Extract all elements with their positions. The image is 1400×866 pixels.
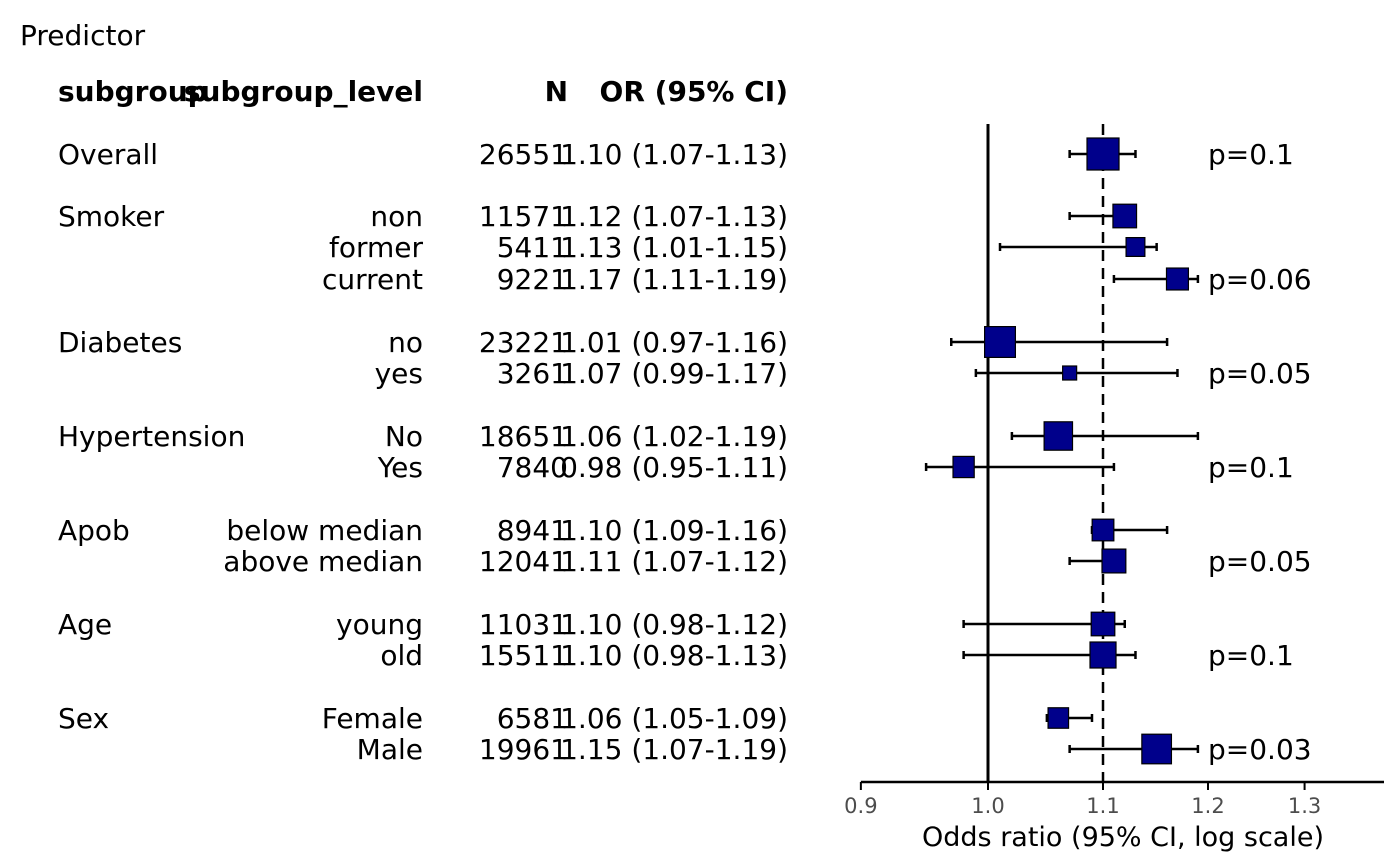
or-ci-value: 1.10 (1.07-1.13) — [560, 138, 788, 171]
n-value: 23221 — [479, 326, 568, 359]
x-tick-label: 1.2 — [1191, 794, 1224, 818]
subgroup-level-label: below median — [226, 514, 423, 547]
or-marker — [1086, 137, 1120, 171]
n-value: 11571 — [479, 200, 568, 233]
p-value-label: p=0.05 — [1208, 357, 1312, 390]
p-value-label: p=0.06 — [1208, 263, 1312, 296]
or-marker — [1141, 733, 1173, 765]
n-value: 6581 — [497, 702, 568, 735]
subgroup-level-label: young — [336, 608, 423, 641]
n-value: 19961 — [479, 733, 568, 766]
or-ci-value: 1.10 (0.98-1.13) — [560, 639, 788, 672]
subgroup-level-label: former — [329, 231, 424, 264]
or-marker — [1165, 267, 1190, 291]
n-value: 3261 — [497, 357, 568, 390]
subgroup-label: Overall — [58, 138, 158, 171]
x-tick-label: 1.1 — [1086, 794, 1119, 818]
x-tick-label: 1.3 — [1288, 794, 1321, 818]
or-marker — [1090, 611, 1116, 637]
x-tick-label: 1.0 — [971, 794, 1004, 818]
subgroup-label: Hypertension — [58, 420, 245, 453]
plot-area: p=0.1 p=0.06 p=0.05 p=0.1 p=0.05 p=0.1 p=0.03 — [924, 124, 1312, 782]
or-marker — [1047, 707, 1070, 729]
or-marker — [984, 326, 1017, 359]
subgroup-level-label: Male — [357, 733, 423, 766]
or-ci-value: 1.07 (0.99-1.17) — [560, 357, 788, 390]
or-ci-value: 1.10 (1.09-1.16) — [560, 514, 788, 547]
n-value: 11031 — [479, 608, 568, 641]
or-ci-value: 1.11 (1.07-1.12) — [560, 545, 788, 578]
subgroup-label: Sex — [58, 702, 109, 735]
p-value-label: p=0.03 — [1208, 733, 1312, 766]
n-value: 18651 — [479, 420, 568, 453]
subgroup-label: Apob — [58, 514, 130, 547]
or-ci-value: 1.01 (0.97-1.16) — [560, 326, 788, 359]
chart-title: Predictor — [20, 19, 146, 52]
subgroup-level-label: above median — [223, 545, 423, 578]
or-marker — [1062, 365, 1078, 381]
subgroup-level-label: No — [385, 420, 423, 453]
x-tick-label: 0.9 — [844, 794, 877, 818]
n-value: 5411 — [497, 231, 568, 264]
or-ci-value: 1.15 (1.07-1.19) — [560, 733, 788, 766]
p-value-label: p=0.1 — [1208, 138, 1294, 171]
p-value-label: p=0.05 — [1208, 545, 1312, 578]
header-n: N — [545, 75, 568, 108]
or-marker — [1043, 421, 1074, 451]
or-ci-value: 1.13 (1.01-1.15) — [560, 231, 788, 264]
n-value: 8941 — [497, 514, 568, 547]
subgroup-label: Smoker — [58, 200, 165, 233]
n-value: 7840 — [497, 451, 568, 484]
subgroup-level-label: current — [322, 263, 423, 296]
or-marker — [1112, 203, 1138, 229]
subgroup-level-label: no — [388, 326, 423, 359]
subgroup-level-label: old — [380, 639, 423, 672]
or-marker — [952, 455, 975, 479]
or-ci-value: 1.06 (1.02-1.19) — [560, 420, 788, 453]
n-value: 12041 — [479, 545, 568, 578]
subgroup-level-label: Female — [322, 702, 423, 735]
subgroup-level-label: Yes — [377, 451, 423, 484]
p-value-label: p=0.1 — [1208, 451, 1294, 484]
or-ci-value: 1.12 (1.07-1.13) — [560, 200, 788, 233]
subgroup-level-label: non — [370, 200, 423, 233]
n-value: 26551 — [479, 138, 568, 171]
subgroup-level-label: yes — [375, 357, 423, 390]
or-ci-value: 1.06 (1.05-1.09) — [560, 702, 788, 735]
or-ci-value: 0.98 (0.95-1.11) — [560, 451, 788, 484]
n-value: 9221 — [497, 263, 568, 296]
or-marker — [1125, 237, 1146, 258]
or-marker — [1101, 548, 1127, 574]
x-axis-label: Odds ratio (95% CI, log scale) — [922, 822, 1324, 853]
header-subgroup: subgroup — [58, 75, 208, 108]
header-or-ci: OR (95% CI) — [600, 75, 788, 108]
x-axis: 0.9 1.0 1.1 1.2 1.3 — [844, 780, 1384, 818]
subgroup-label: Diabetes — [58, 326, 182, 359]
or-ci-value: 1.17 (1.11-1.19) — [560, 263, 788, 296]
n-value: 15511 — [479, 639, 568, 672]
subgroup-label: Age — [58, 608, 112, 641]
or-marker — [1089, 641, 1117, 669]
p-value-label: p=0.1 — [1208, 639, 1294, 672]
or-ci-value: 1.10 (0.98-1.12) — [560, 608, 788, 641]
or-marker — [1091, 518, 1115, 542]
header-subgroup-level: subgroup_level — [184, 75, 423, 108]
